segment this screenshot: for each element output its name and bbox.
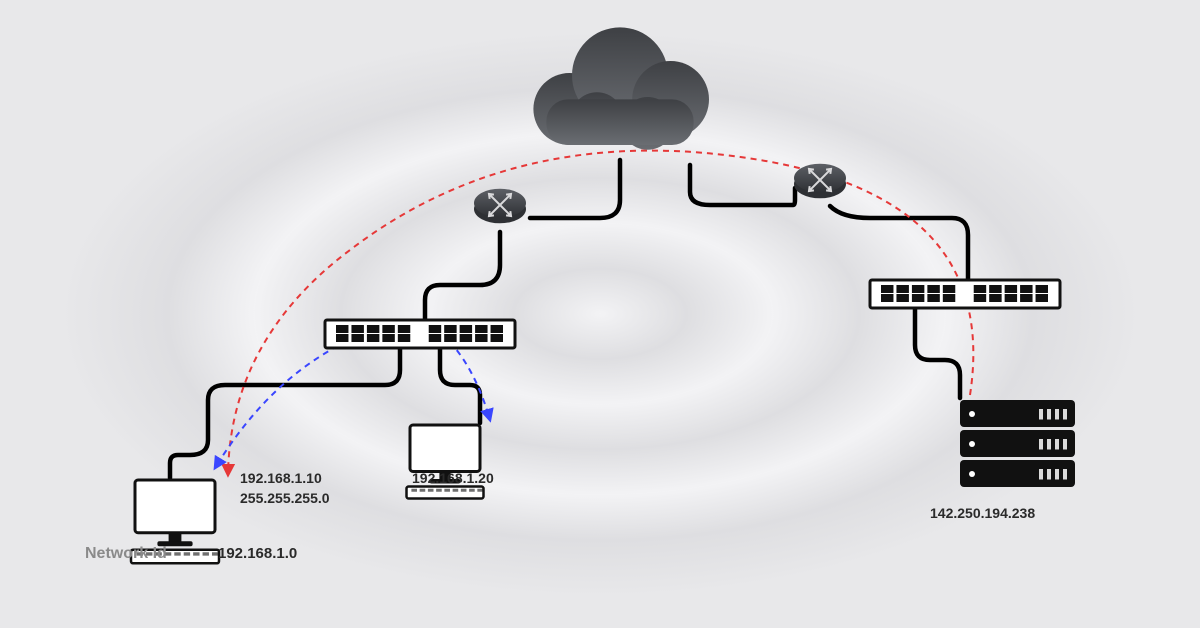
network-id-caption: Network Id xyxy=(85,545,167,563)
diagram-svg xyxy=(0,0,1200,628)
server-stack-icon xyxy=(960,400,1075,487)
switch-left-icon xyxy=(325,320,515,348)
pc2-ip-label: 192.168.1.20 xyxy=(412,470,494,486)
server-ip-label: 142.250.194.238 xyxy=(930,505,1035,521)
network-id-value: 192.168.1.0 xyxy=(218,545,297,562)
pc1-mask-label: 255.255.255.0 xyxy=(240,490,330,506)
network-diagram: 192.168.1.10 255.255.255.0 192.168.1.20 … xyxy=(0,0,1200,628)
switch-right-icon xyxy=(870,280,1060,308)
pc1-ip-label: 192.168.1.10 xyxy=(240,470,322,486)
router-right-icon xyxy=(794,164,846,199)
pc-2-icon xyxy=(407,425,484,499)
router-left-icon xyxy=(474,189,526,224)
